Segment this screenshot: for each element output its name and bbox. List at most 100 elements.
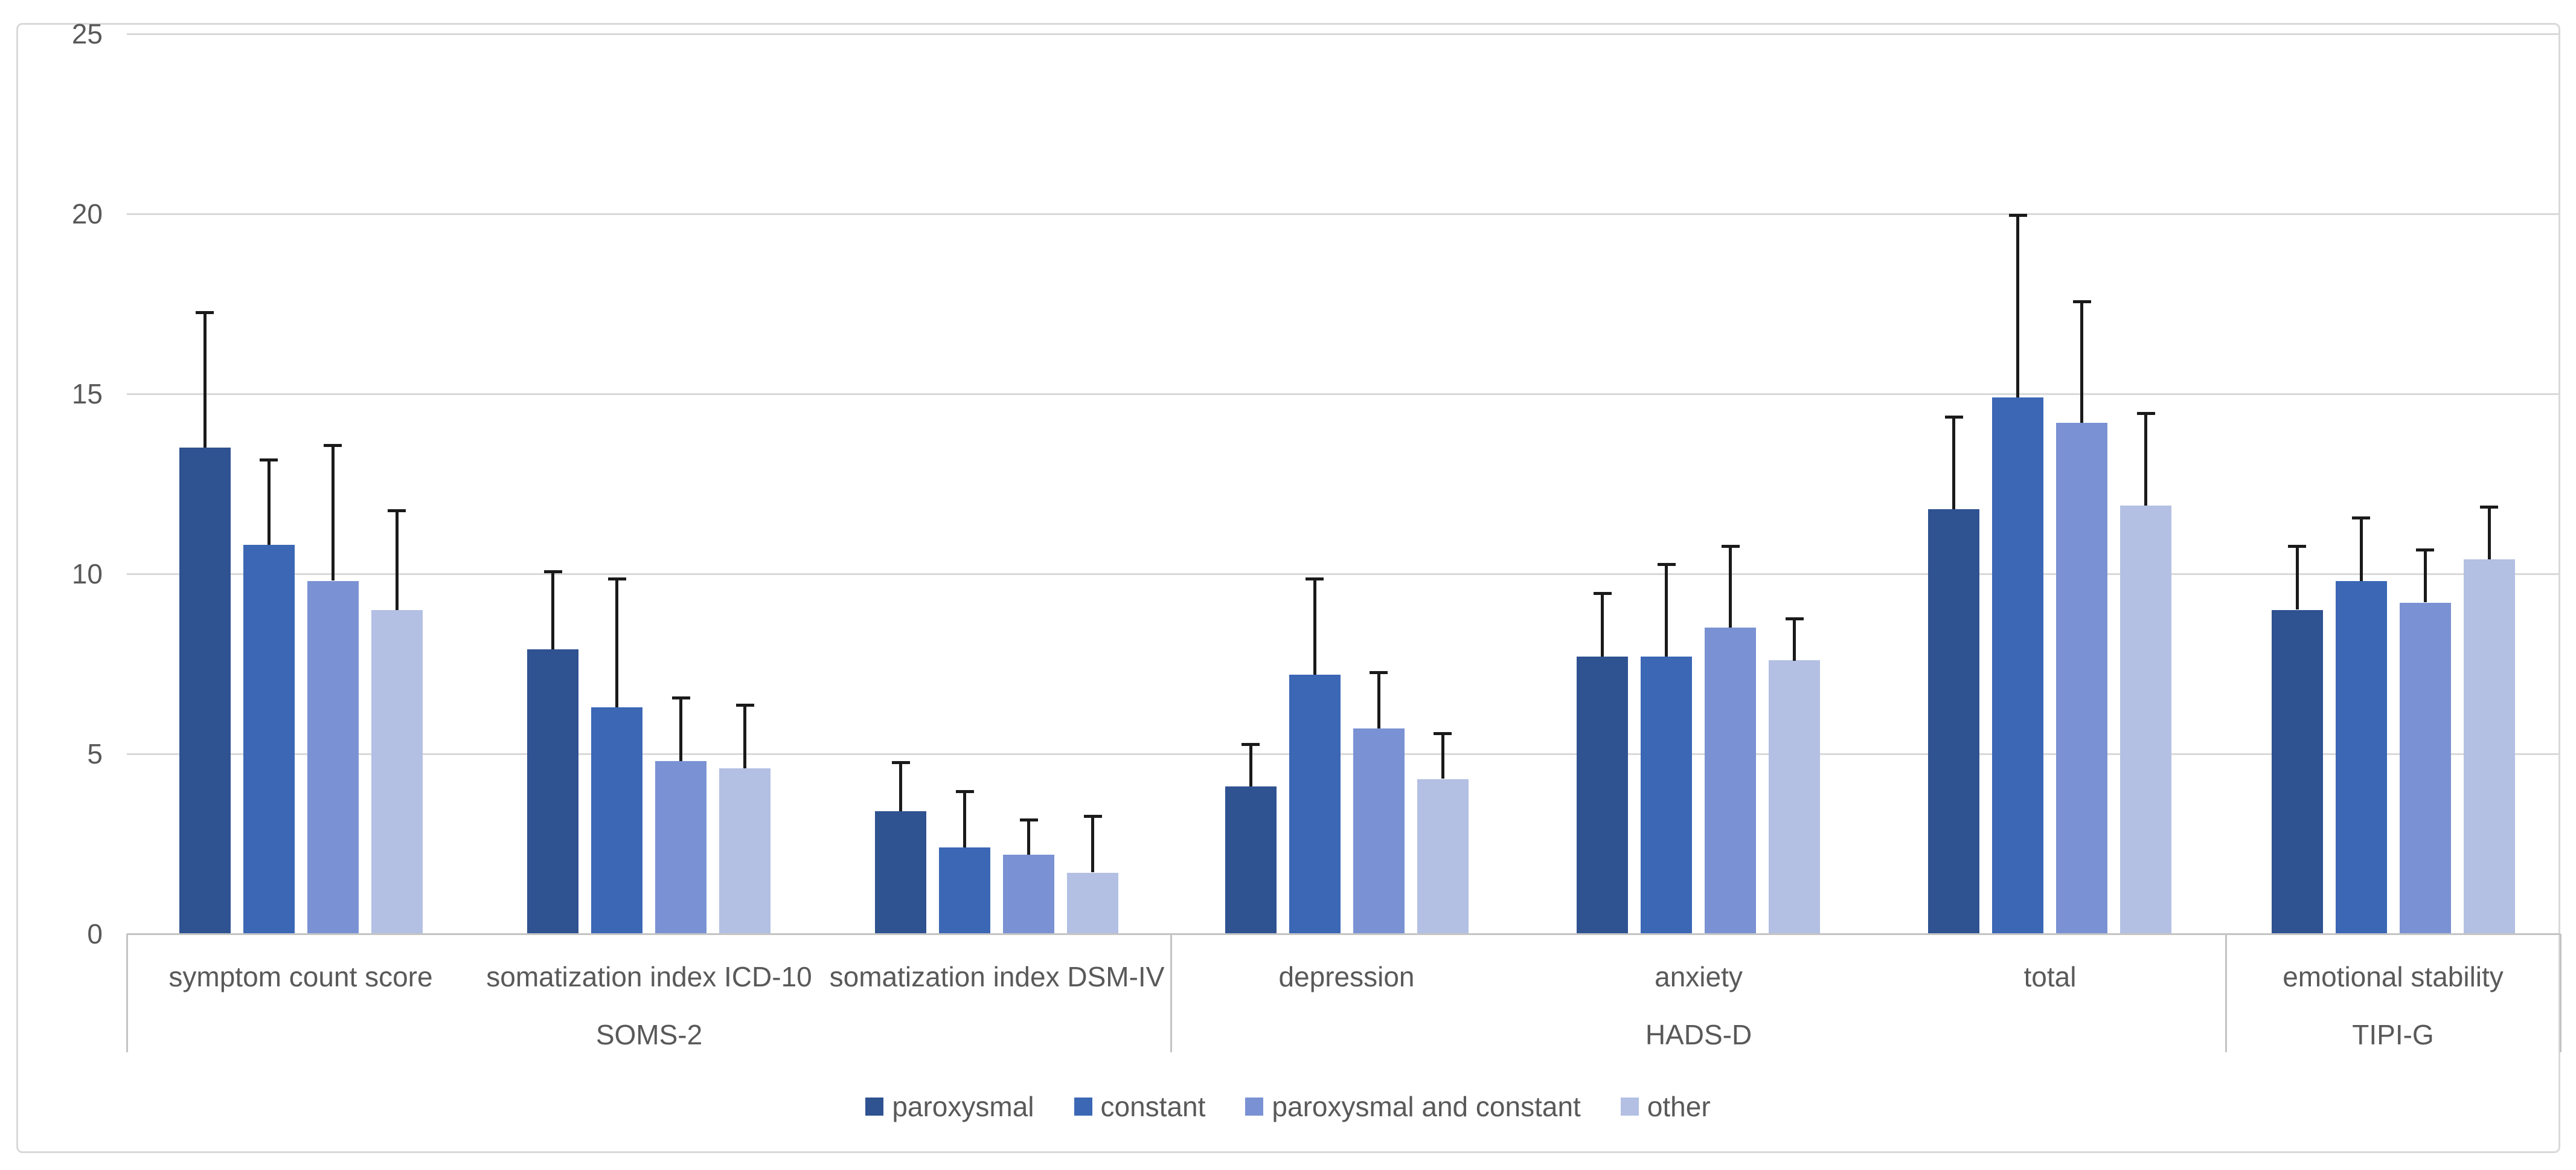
error-bar-somatization-index-icd-10-constant [615,577,618,707]
error-bar-cap-anxiety-paroxysmal [1594,592,1612,595]
error-bar-cap-somatization-index-dsm-iv-paroxysmal-and-constant [1020,818,1038,821]
category-label-total: total [2023,961,2077,992]
bar-total-other [2120,506,2171,934]
error-bar-cap-somatization-index-icd-10-constant [608,577,626,580]
error-bar-symptom-count-score-constant [268,458,271,545]
error-bar-cap-somatization-index-dsm-iv-constant [956,790,974,793]
error-bar-depression-constant [1313,577,1316,675]
error-bar-cap-total-constant [2009,214,2027,217]
error-bar-cap-symptom-count-score-paroxysmal-and-constant [324,444,342,447]
y-tick-label-0: 0 [87,918,103,950]
error-bar-cap-somatization-index-icd-10-paroxysmal [544,570,562,573]
legend-item-other: other [1620,1089,1711,1124]
bar-total-paroxysmal [1928,509,1979,934]
category-label-depression: depression [1278,961,1415,992]
bar-depression-paroxysmal [1225,786,1277,934]
error-bar-cap-emotional-stability-other [2480,506,2498,509]
error-bar-cap-depression-paroxysmal [1242,743,1260,746]
gridline-20 [127,213,2560,215]
bar-emotional-stability-paroxysmal [2272,610,2323,934]
error-bar-cap-anxiety-paroxysmal-and-constant [1722,545,1740,548]
bar-anxiety-other [1769,660,1820,934]
gridline-10 [127,573,2560,575]
error-bar-cap-symptom-count-score-constant [260,458,278,461]
bar-emotional-stability-constant [2336,581,2387,934]
bar-somatization-index-icd-10-paroxysmal [527,649,578,934]
legend-swatch-other [1620,1098,1639,1116]
bar-somatization-index-icd-10-constant [591,707,642,934]
gridline-5 [127,753,2560,755]
legend-swatch-paroxysmal [865,1098,884,1116]
error-bar-symptom-count-score-paroxysmal-and-constant [332,444,335,580]
category-label-emotional-stability: emotional stability [2283,961,2504,992]
category-label-symptom-count-score: symptom count score [168,961,433,992]
error-bar-symptom-count-score-paroxysmal [203,311,207,448]
bar-depression-constant [1289,675,1341,934]
error-bar-cap-total-paroxysmal-and-constant [2073,300,2091,303]
legend-label-other: other [1647,1091,1711,1122]
error-bar-somatization-index-icd-10-paroxysmal-and-constant [679,696,682,761]
bar-somatization-index-dsm-iv-paroxysmal-and-constant [1003,855,1054,934]
bar-symptom-count-score-constant [243,545,295,934]
legend-label-paroxysmal: paroxysmal [892,1091,1034,1122]
bar-emotional-stability-other [2464,559,2515,934]
error-bar-total-constant [2016,214,2019,397]
group-label-tipi-g: TIPI-G [2352,1019,2434,1050]
error-bar-depression-other [1441,732,1444,779]
x-axis-line [127,933,2560,935]
axis-section-divider-3 [2560,934,2562,1052]
bar-somatization-index-dsm-iv-paroxysmal [875,811,926,934]
bar-total-paroxysmal-and-constant [2056,423,2107,934]
error-bar-cap-total-other [2137,412,2155,415]
error-bar-anxiety-paroxysmal [1601,592,1604,657]
error-bar-emotional-stability-constant [2360,516,2363,581]
error-bar-cap-total-paroxysmal [1945,416,1963,419]
legend-label-constant: constant [1100,1091,1206,1122]
axis-section-divider-1 [1170,934,1172,1052]
error-bar-somatization-index-dsm-iv-constant [963,790,966,847]
gridline-25 [127,33,2560,35]
error-bar-somatization-index-dsm-iv-other [1091,815,1094,872]
y-tick-label-25: 25 [71,18,103,50]
error-bar-cap-depression-constant [1306,577,1324,580]
error-bar-total-other [2144,412,2147,506]
category-label-somatization-index-icd-10: somatization index ICD-10 [486,961,812,992]
legend-swatch-constant [1074,1098,1092,1116]
error-bar-cap-symptom-count-score-paroxysmal [196,311,214,314]
axis-section-divider-0 [126,934,128,1052]
y-tick-label-15: 15 [71,378,103,410]
error-bar-symptom-count-score-other [396,509,399,610]
error-bar-cap-somatization-index-icd-10-paroxysmal-and-constant [672,696,690,699]
error-bar-emotional-stability-other [2488,506,2491,559]
bar-emotional-stability-paroxysmal-and-constant [2400,603,2451,934]
error-bar-somatization-index-dsm-iv-paroxysmal [899,761,902,811]
legend-swatch-paroxysmal-and-constant [1245,1098,1264,1116]
y-tick-label-20: 20 [71,198,103,230]
bar-depression-other [1417,779,1469,934]
legend-item-constant: constant [1074,1089,1206,1124]
bar-somatization-index-icd-10-other [719,768,771,934]
error-bar-somatization-index-icd-10-paroxysmal [551,570,554,649]
bar-symptom-count-score-paroxysmal [179,448,231,934]
error-bar-cap-emotional-stability-paroxysmal-and-constant [2416,548,2434,551]
error-bar-cap-depression-paroxysmal-and-constant [1370,671,1388,674]
bar-somatization-index-dsm-iv-other [1067,873,1118,934]
error-bar-somatization-index-dsm-iv-paroxysmal-and-constant [1027,818,1030,855]
group-label-soms-2: SOMS-2 [595,1019,703,1050]
bar-somatization-index-icd-10-paroxysmal-and-constant [655,761,706,934]
error-bar-cap-somatization-index-dsm-iv-other [1084,815,1102,818]
error-bar-total-paroxysmal [1952,416,1955,509]
bar-anxiety-paroxysmal [1577,657,1628,934]
gridline-15 [127,393,2560,395]
error-bar-anxiety-other [1793,617,1796,661]
error-bar-emotional-stability-paroxysmal [2296,545,2299,609]
bar-somatization-index-dsm-iv-constant [939,847,990,934]
legend-item-paroxysmal-and-constant: paroxysmal and constant [1245,1089,1581,1124]
legend-item-paroxysmal: paroxysmal [865,1089,1034,1124]
group-label-hads-d: HADS-D [1645,1019,1752,1050]
error-bar-cap-somatization-index-icd-10-other [736,704,754,707]
error-bar-somatization-index-icd-10-other [743,704,746,768]
bar-symptom-count-score-other [371,610,423,934]
bar-total-constant [1992,397,2043,934]
